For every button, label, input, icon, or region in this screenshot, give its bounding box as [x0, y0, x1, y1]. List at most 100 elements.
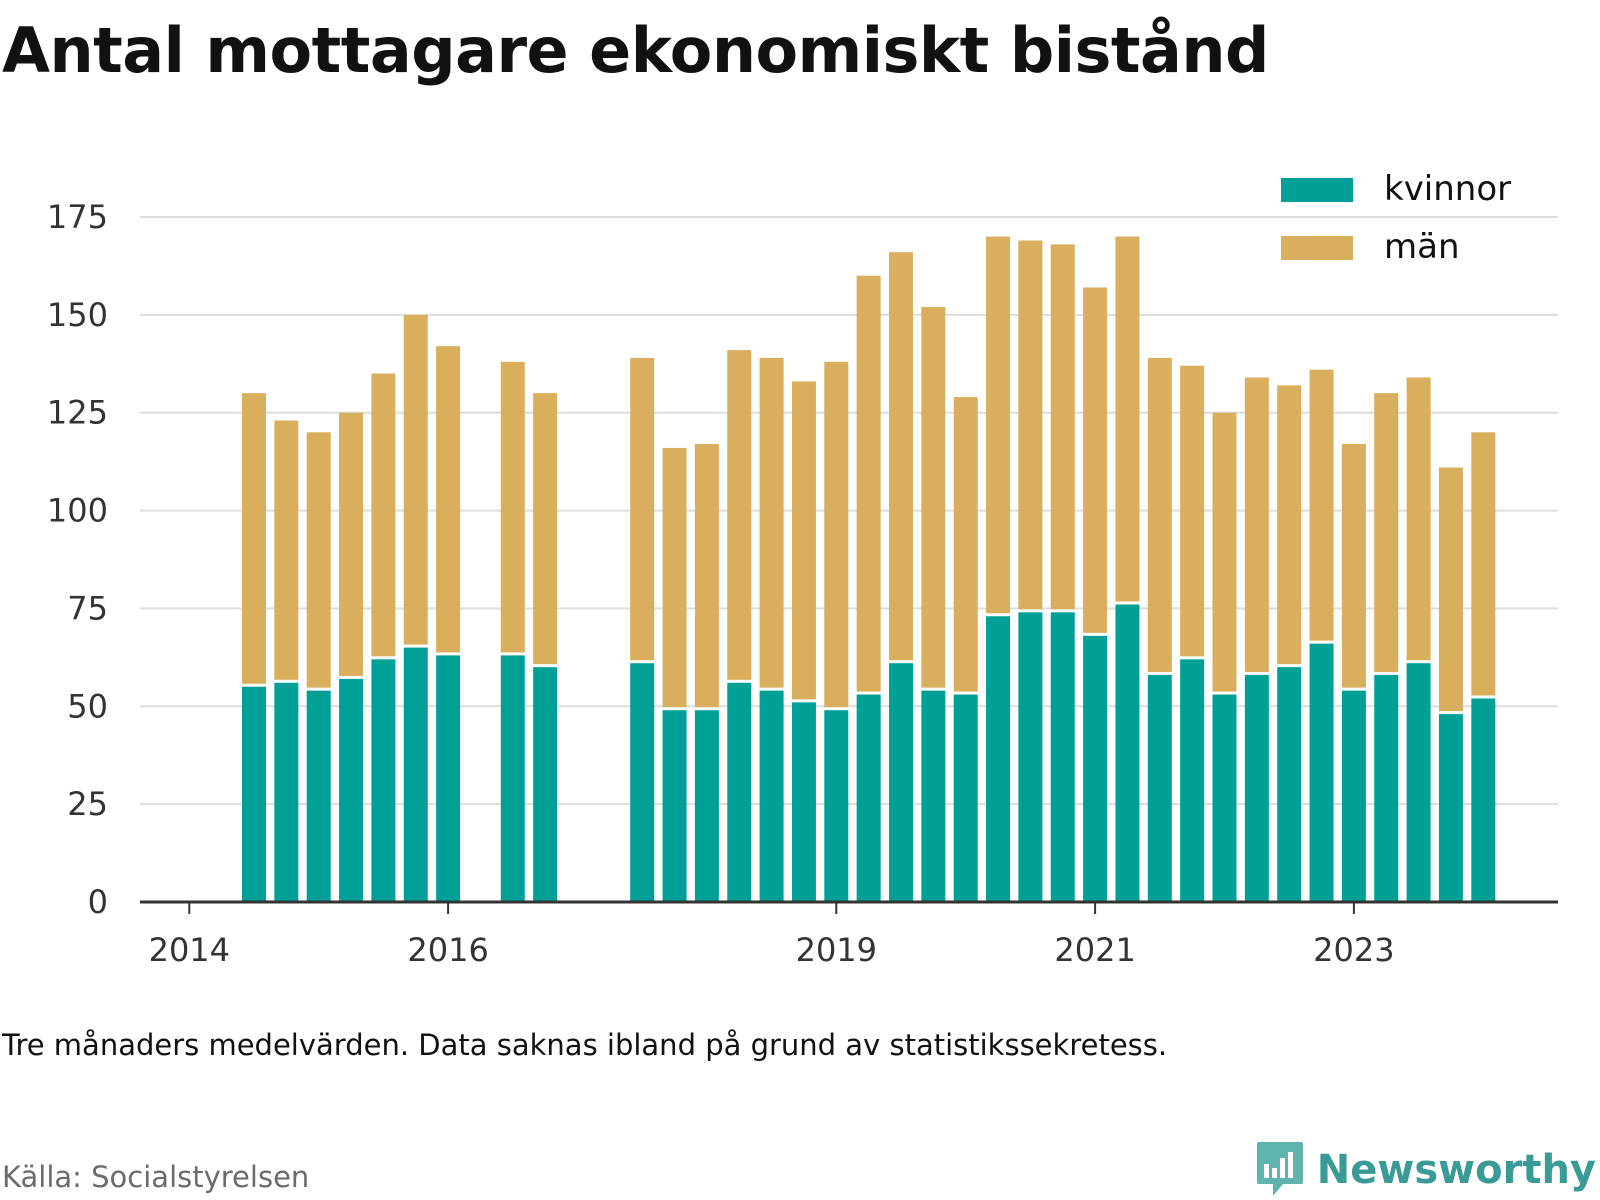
chart-title: Antal mottagare ekonomiskt bistånd [2, 14, 1269, 87]
y-tick-label: 150 [47, 296, 108, 334]
bar-man [436, 346, 461, 653]
bar-kvinnor [1212, 694, 1237, 902]
x-tick-label: 2021 [1054, 931, 1135, 969]
bar-kvinnor [274, 682, 299, 902]
bar-man [1471, 432, 1496, 696]
bar-man [630, 357, 655, 661]
bar-man [1341, 444, 1366, 688]
bar-man [1406, 377, 1431, 661]
bar-man [727, 350, 752, 680]
bar-kvinnor [1147, 674, 1172, 902]
bar-kvinnor [791, 702, 816, 902]
bar-kvinnor [371, 659, 396, 902]
bar-kvinnor [339, 678, 364, 902]
y-tick-label: 175 [47, 198, 108, 236]
y-tick-label: 75 [67, 589, 108, 627]
bar-kvinnor [1277, 667, 1302, 902]
x-tick-label: 2016 [407, 931, 488, 969]
y-tick-label: 25 [67, 785, 108, 823]
bar-kvinnor [986, 616, 1011, 902]
x-tick-label: 2014 [149, 931, 230, 969]
bar-man [889, 252, 913, 661]
bar-kvinnor [500, 655, 525, 902]
bar-kvinnor [1309, 643, 1334, 902]
legend-swatch [1281, 178, 1353, 202]
bar-kvinnor [1083, 635, 1108, 902]
bar-kvinnor [1050, 612, 1075, 902]
bar-kvinnor [1374, 674, 1399, 902]
bar-man [306, 432, 331, 688]
legend-label: kvinnor [1384, 169, 1511, 209]
bar-man [1309, 369, 1334, 641]
bar-kvinnor [1471, 698, 1496, 902]
bar-kvinnor [1244, 674, 1269, 902]
bar-man [694, 444, 719, 708]
bar-man [759, 357, 784, 688]
bar-man [1374, 393, 1399, 672]
bar-man [662, 447, 687, 708]
bar-kvinnor [889, 663, 913, 902]
bar-kvinnor [759, 690, 784, 902]
bar-man [403, 314, 428, 645]
bar-man [242, 393, 266, 684]
bar-man [1277, 385, 1302, 665]
bar-kvinnor [630, 663, 655, 902]
bar-kvinnor [856, 694, 881, 902]
bar-man [856, 275, 881, 692]
bar-man [371, 373, 396, 657]
legend-swatch [1281, 236, 1353, 260]
bar-kvinnor [662, 710, 687, 902]
x-axis: 2014 2016 2019 2021 2023 [140, 900, 1558, 969]
bar-kvinnor [1115, 604, 1140, 902]
bar-kvinnor [824, 710, 849, 902]
bar-man [824, 361, 849, 708]
bar-man [986, 236, 1011, 614]
bar-kvinnor [533, 667, 558, 902]
bar-kvinnor [1406, 663, 1431, 902]
bars [242, 236, 1496, 902]
bar-man [1212, 412, 1237, 692]
source-credit: Källa: Socialstyrelsen [2, 1160, 310, 1194]
bar-kvinnor [953, 694, 978, 902]
bar-kvinnor [436, 655, 461, 902]
bar-man [953, 397, 978, 692]
bar-man [274, 420, 299, 680]
bar-man [1050, 244, 1075, 610]
newsworthy-logo-icon [1256, 1142, 1303, 1196]
bar-kvinnor [921, 690, 946, 902]
bar-kvinnor [306, 690, 331, 902]
bar-man [1083, 287, 1108, 633]
brand-name: Newsworthy [1316, 1147, 1596, 1193]
bar-kvinnor [1341, 690, 1366, 902]
bar-kvinnor [1018, 612, 1043, 902]
y-tick-label: 0 [88, 883, 108, 921]
stacked-bar-chart: 0 25 50 75 100 125 150 175 2014 2016 2019 2021 2023… [47, 168, 1558, 969]
bar-kvinnor [1438, 714, 1463, 902]
x-tick-label: 2023 [1313, 931, 1394, 969]
bar-kvinnor [727, 682, 752, 902]
bar-man [500, 361, 525, 653]
bar-man [1438, 467, 1463, 712]
newsworthy-brand: Newsworthy [1255, 1140, 1596, 1200]
bar-man [339, 412, 364, 676]
y-tick-label: 50 [67, 687, 108, 725]
bar-man [1115, 236, 1140, 602]
bar-man [1018, 240, 1043, 610]
y-axis-tick-labels: 0 25 50 75 100 125 150 175 [47, 198, 108, 921]
bar-man [1147, 357, 1172, 672]
bar-kvinnor [1180, 659, 1205, 902]
bar-kvinnor [242, 686, 266, 902]
bar-man [1180, 365, 1205, 657]
bar-man [921, 307, 946, 688]
bar-man [791, 381, 816, 700]
legend-label: män [1384, 227, 1460, 267]
bar-kvinnor [403, 647, 428, 902]
y-tick-label: 125 [47, 394, 108, 432]
legend: kvinnor män [1262, 168, 1534, 267]
bar-man [1244, 377, 1269, 672]
chart-note: Tre månaders medelvärden. Data saknas ib… [2, 1028, 1168, 1062]
bar-kvinnor [694, 710, 719, 902]
y-tick-label: 100 [47, 492, 108, 530]
x-tick-label: 2019 [796, 931, 877, 969]
bar-man [533, 393, 558, 665]
